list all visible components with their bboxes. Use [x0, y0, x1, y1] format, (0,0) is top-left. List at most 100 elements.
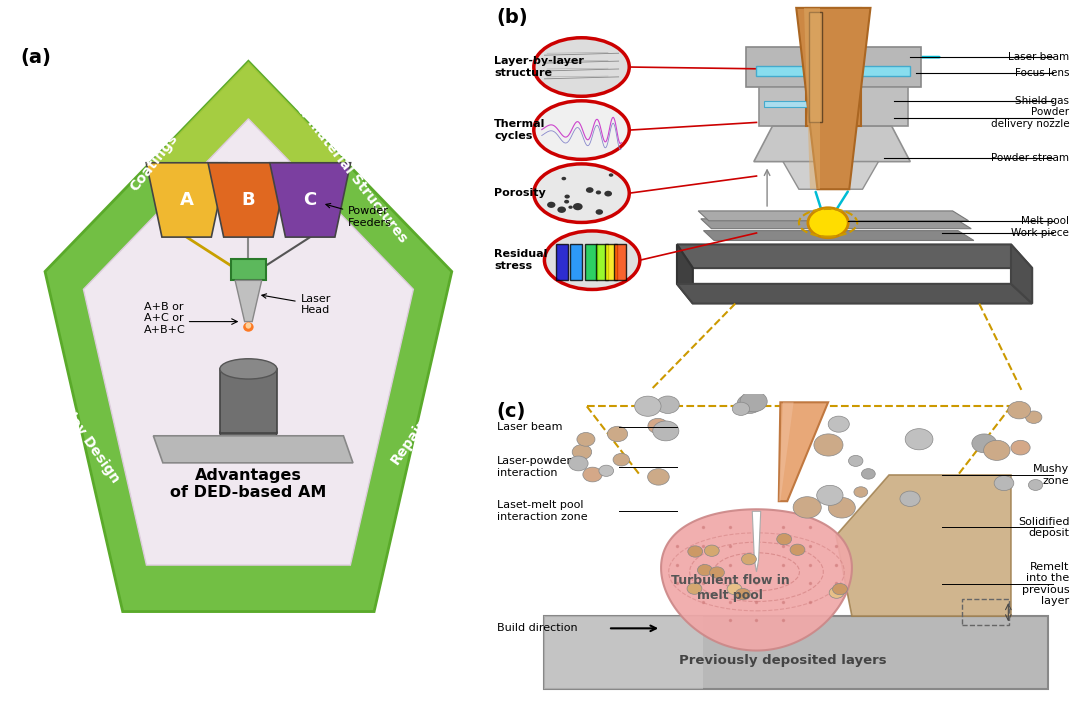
- Circle shape: [562, 177, 566, 180]
- Text: Substrate: Substrate: [824, 271, 901, 285]
- Text: Residual
stress: Residual stress: [494, 249, 548, 271]
- Circle shape: [743, 392, 764, 408]
- Text: Functionally Gradient Structures: Functionally Gradient Structures: [120, 612, 377, 627]
- Text: Melt pool: Melt pool: [1022, 215, 1069, 226]
- Polygon shape: [270, 163, 351, 237]
- Ellipse shape: [534, 101, 630, 159]
- Circle shape: [862, 469, 875, 479]
- FancyBboxPatch shape: [809, 12, 823, 122]
- Circle shape: [609, 173, 613, 177]
- Polygon shape: [153, 436, 353, 463]
- Circle shape: [698, 565, 713, 576]
- Circle shape: [557, 206, 566, 213]
- Circle shape: [833, 584, 848, 595]
- Text: Laset-melt pool
interaction zone: Laset-melt pool interaction zone: [497, 501, 588, 522]
- Polygon shape: [147, 61, 350, 166]
- Circle shape: [688, 546, 703, 557]
- Circle shape: [984, 440, 1010, 460]
- Text: Repair: Repair: [388, 417, 429, 467]
- Circle shape: [657, 396, 679, 413]
- Polygon shape: [45, 61, 451, 612]
- Circle shape: [577, 432, 595, 446]
- FancyBboxPatch shape: [596, 244, 608, 280]
- Circle shape: [828, 498, 855, 518]
- Circle shape: [568, 206, 572, 209]
- Text: Laser-powder
interaction: Laser-powder interaction: [497, 456, 571, 478]
- Circle shape: [710, 567, 725, 578]
- FancyBboxPatch shape: [220, 369, 276, 433]
- Circle shape: [995, 476, 1014, 491]
- Text: (a): (a): [21, 48, 51, 67]
- Circle shape: [548, 202, 555, 208]
- Text: Porosity: Porosity: [494, 188, 545, 199]
- Text: Solidified
deposit: Solidified deposit: [1017, 517, 1069, 539]
- Text: Previously deposited layers: Previously deposited layers: [679, 654, 887, 667]
- Polygon shape: [661, 509, 852, 650]
- Circle shape: [648, 469, 670, 485]
- Text: (c): (c): [497, 402, 526, 421]
- Text: Layer-by-layer
structure: Layer-by-layer structure: [494, 56, 584, 78]
- Text: Coatings: Coatings: [127, 132, 180, 194]
- Circle shape: [596, 191, 602, 194]
- Circle shape: [704, 545, 719, 556]
- Circle shape: [828, 416, 849, 432]
- Text: Powder
Feeders: Powder Feeders: [326, 203, 392, 227]
- Circle shape: [595, 209, 603, 215]
- Text: Laser beam: Laser beam: [1008, 52, 1069, 62]
- Text: A: A: [179, 191, 193, 209]
- Text: B: B: [242, 191, 255, 209]
- Circle shape: [777, 534, 792, 545]
- Circle shape: [652, 421, 679, 441]
- Circle shape: [737, 394, 762, 413]
- FancyBboxPatch shape: [746, 47, 921, 87]
- Circle shape: [599, 465, 613, 477]
- Polygon shape: [783, 162, 878, 189]
- Polygon shape: [208, 163, 288, 237]
- Polygon shape: [779, 402, 828, 501]
- Polygon shape: [698, 211, 969, 221]
- Polygon shape: [701, 219, 971, 229]
- Text: (b): (b): [497, 8, 528, 27]
- Text: Shield gas: Shield gas: [1015, 96, 1069, 106]
- Text: Thermal
cycles: Thermal cycles: [494, 119, 545, 141]
- Polygon shape: [779, 402, 794, 501]
- Text: Build direction: Build direction: [497, 623, 578, 634]
- Circle shape: [900, 491, 920, 506]
- Text: Powder stream: Powder stream: [991, 153, 1069, 163]
- Polygon shape: [677, 244, 1032, 268]
- Polygon shape: [146, 163, 227, 237]
- Text: Laser
Head: Laser Head: [261, 294, 332, 315]
- Circle shape: [1011, 440, 1030, 455]
- Circle shape: [742, 553, 756, 565]
- Ellipse shape: [245, 322, 252, 329]
- Circle shape: [854, 486, 867, 497]
- Circle shape: [829, 587, 843, 598]
- Circle shape: [605, 191, 612, 196]
- FancyBboxPatch shape: [806, 8, 861, 126]
- Ellipse shape: [534, 38, 630, 96]
- Text: Mushy
zone: Mushy zone: [1034, 464, 1069, 486]
- Ellipse shape: [220, 423, 276, 444]
- FancyBboxPatch shape: [585, 244, 597, 280]
- Polygon shape: [1011, 244, 1032, 303]
- Text: Powder
delivery nozzle: Powder delivery nozzle: [990, 108, 1069, 129]
- Polygon shape: [753, 511, 760, 572]
- Circle shape: [732, 402, 750, 415]
- Circle shape: [607, 427, 627, 441]
- Circle shape: [565, 194, 570, 199]
- Text: Advantages
of DED-based AM: Advantages of DED-based AM: [171, 467, 326, 500]
- FancyBboxPatch shape: [606, 244, 617, 280]
- Circle shape: [564, 200, 569, 203]
- Circle shape: [648, 418, 667, 434]
- Ellipse shape: [220, 359, 276, 379]
- Text: Alloy Design: Alloy Design: [55, 398, 122, 485]
- Polygon shape: [796, 8, 870, 189]
- Text: Focus lens: Focus lens: [1015, 68, 1069, 78]
- Circle shape: [905, 429, 933, 450]
- Polygon shape: [235, 280, 261, 322]
- Polygon shape: [677, 244, 693, 303]
- Circle shape: [816, 485, 843, 505]
- Circle shape: [740, 391, 767, 412]
- Polygon shape: [754, 126, 910, 162]
- FancyBboxPatch shape: [556, 244, 568, 280]
